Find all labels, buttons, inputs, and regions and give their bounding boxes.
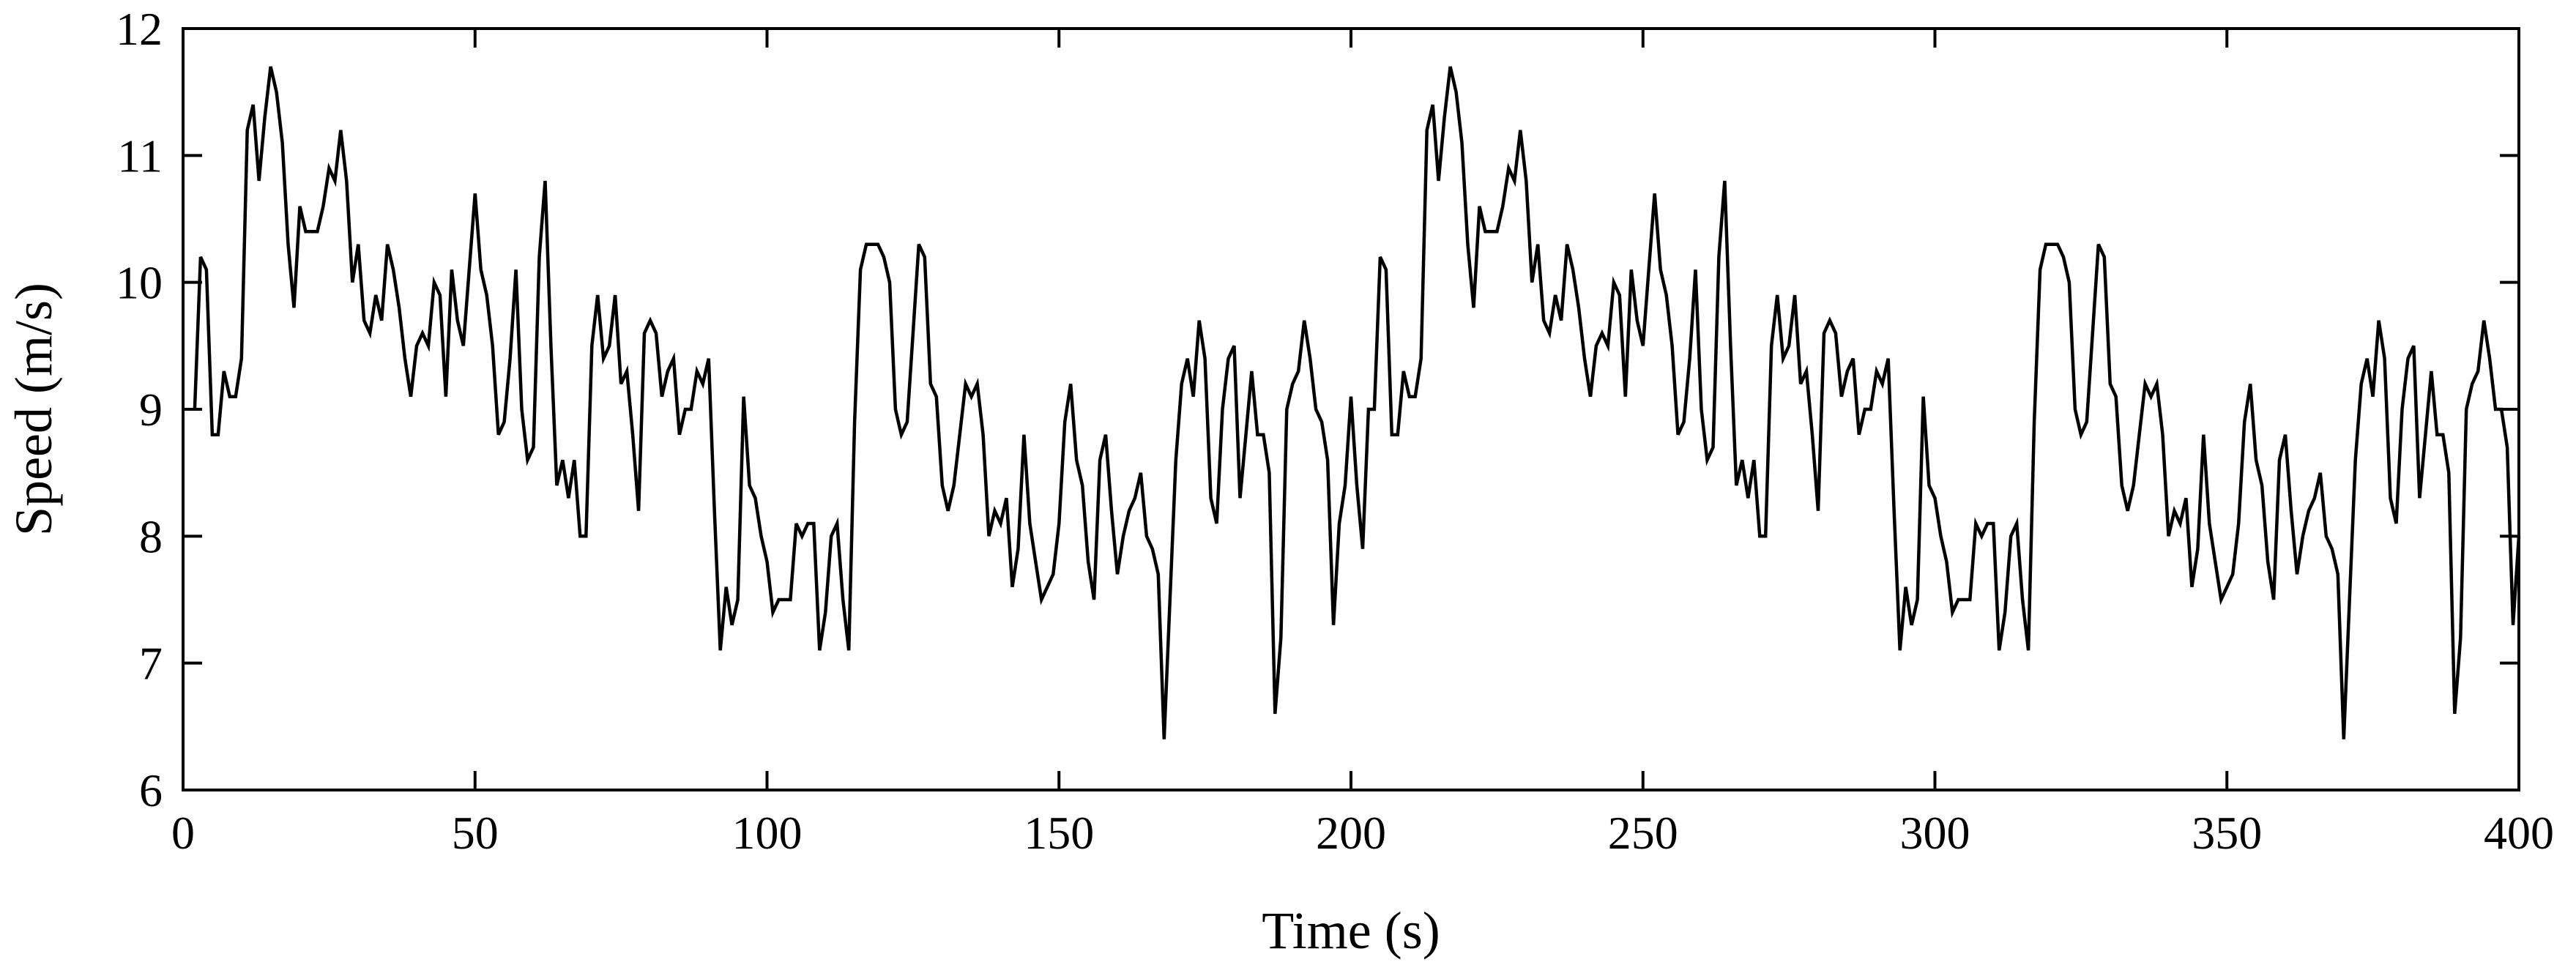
x-tick-label: 200 — [1316, 807, 1386, 859]
speed-series-line — [193, 66, 2521, 739]
x-tick-label: 400 — [2484, 807, 2554, 859]
x-tick-label: 100 — [732, 807, 803, 859]
y-tick-label: 10 — [116, 257, 163, 309]
x-tick-label: 150 — [1024, 807, 1094, 859]
y-tick-label: 7 — [139, 638, 163, 690]
y-tick-label: 6 — [139, 764, 163, 816]
x-tick-label: 350 — [2192, 807, 2262, 859]
y-axis-title: Speed (m/s) — [4, 283, 63, 536]
x-tick-label: 250 — [1608, 807, 1678, 859]
x-tick-label: 300 — [1900, 807, 1970, 859]
y-tick-label: 9 — [139, 384, 163, 436]
x-tick-label: 0 — [171, 807, 195, 859]
x-tick-label: 50 — [452, 807, 499, 859]
y-tick-label: 11 — [117, 130, 163, 182]
x-axis-ticks: 0 50 100 150 200 250 300 350 400 — [171, 29, 2554, 859]
x-axis-title: Time (s) — [1262, 901, 1440, 960]
y-axis-ticks: 6 7 8 9 10 11 12 — [116, 3, 2519, 816]
y-tick-label: 8 — [139, 510, 163, 562]
y-tick-label: 12 — [116, 3, 163, 55]
